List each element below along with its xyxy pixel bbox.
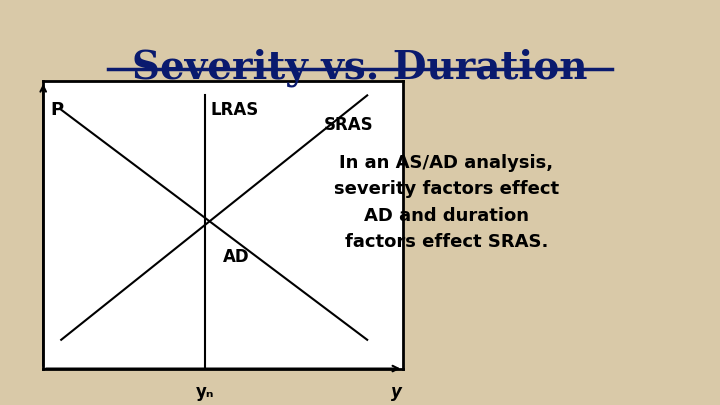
Text: LRAS: LRAS xyxy=(211,101,259,119)
Text: AD: AD xyxy=(223,248,250,266)
Text: In an AS/AD analysis,
severity factors effect
AD and duration
factors effect SRA: In an AS/AD analysis, severity factors e… xyxy=(334,154,559,251)
Text: P: P xyxy=(50,101,63,119)
Text: y: y xyxy=(390,383,402,401)
Text: Severity vs. Duration: Severity vs. Duration xyxy=(132,49,588,87)
Text: SRAS: SRAS xyxy=(324,115,374,134)
Text: yₙ: yₙ xyxy=(196,383,215,401)
